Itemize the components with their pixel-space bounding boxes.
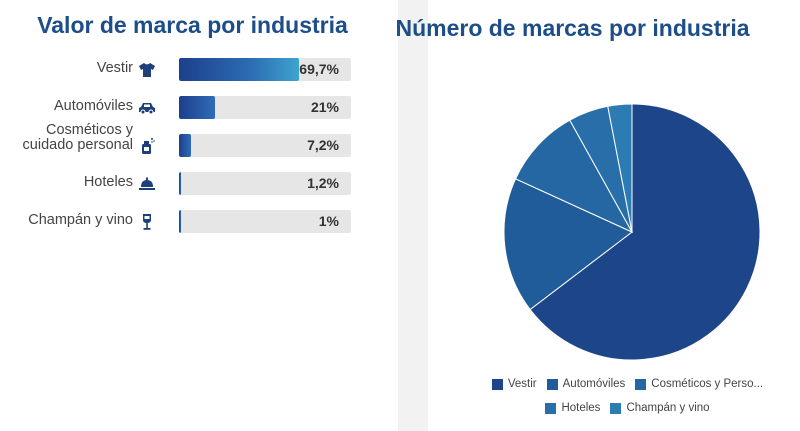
bar [179, 58, 299, 81]
pie-slice [503, 178, 633, 311]
legend-label: Vestir [507, 378, 537, 390]
bar-row: Vestir 69,7% [0, 58, 360, 82]
bar-track: 7,2% [179, 134, 351, 157]
car-icon [137, 98, 157, 118]
hotel-bell-icon [137, 174, 157, 194]
legend-swatch [545, 402, 557, 414]
bar-value-label: 1,2% [307, 175, 339, 191]
legend-swatch [635, 378, 647, 390]
shirt-icon [137, 60, 157, 80]
legend-item[interactable]: Vestir [491, 378, 537, 390]
legend-swatch [546, 378, 558, 390]
legend-item[interactable]: Automóviles [546, 378, 626, 390]
bar [179, 172, 182, 195]
legend-swatch [491, 378, 503, 390]
pie-legend: Vestir Automóviles Cosméticos y Perso... H… [455, 378, 800, 426]
bar-category-label: Automóviles [54, 98, 133, 114]
bar-value-label: 7,2% [307, 137, 339, 153]
bar-chart-title: Valor de marca por industria [37, 12, 348, 38]
legend-label: Automóviles [562, 378, 626, 390]
pie-chart-title: Número de marcas por industria [395, 15, 750, 41]
pie-chart [503, 103, 761, 361]
legend-label: Cosméticos y Perso... [651, 378, 764, 390]
bar [179, 210, 181, 233]
bar-track: 69,7% [179, 58, 351, 81]
pie-slice [607, 103, 633, 233]
legend-item[interactable]: Hoteles [545, 402, 600, 414]
bar-row: Champán y vino 1% [0, 210, 360, 234]
bar-row: Hoteles 1,2% [0, 172, 360, 196]
panel-divider [398, 0, 428, 431]
cosmetics-icon [137, 136, 157, 156]
bar [179, 134, 192, 157]
bar-track: 21% [179, 96, 351, 119]
bar-category-label: Champán y vino [28, 212, 133, 228]
legend-item[interactable]: Cosméticos y Perso... [635, 378, 763, 390]
bar-value-label: 21% [310, 99, 339, 115]
legend-label: Hoteles [561, 402, 601, 414]
bar [179, 96, 216, 119]
bar-row: Cosméticos y cuidado personal 7,2% [0, 123, 360, 158]
bar-category-label: Hoteles [83, 174, 133, 190]
bar-value-label: 1% [318, 213, 339, 229]
bar-category-label: Cosméticos y cuidado personal [22, 122, 133, 153]
legend-swatch [610, 402, 622, 414]
bar-track: 1% [179, 210, 351, 233]
legend-item[interactable]: Champán y vino [610, 402, 710, 414]
bar-category-label: Vestir [96, 60, 133, 76]
bar-track: 1,2% [179, 172, 351, 195]
pie-slice [529, 103, 761, 361]
bar-row: Automóviles 21% [0, 96, 360, 120]
legend-label: Champán y vino [626, 402, 710, 414]
bar-value-label: 69,7% [299, 61, 339, 77]
pie-slice [514, 119, 634, 234]
wine-glass-icon [137, 212, 157, 232]
